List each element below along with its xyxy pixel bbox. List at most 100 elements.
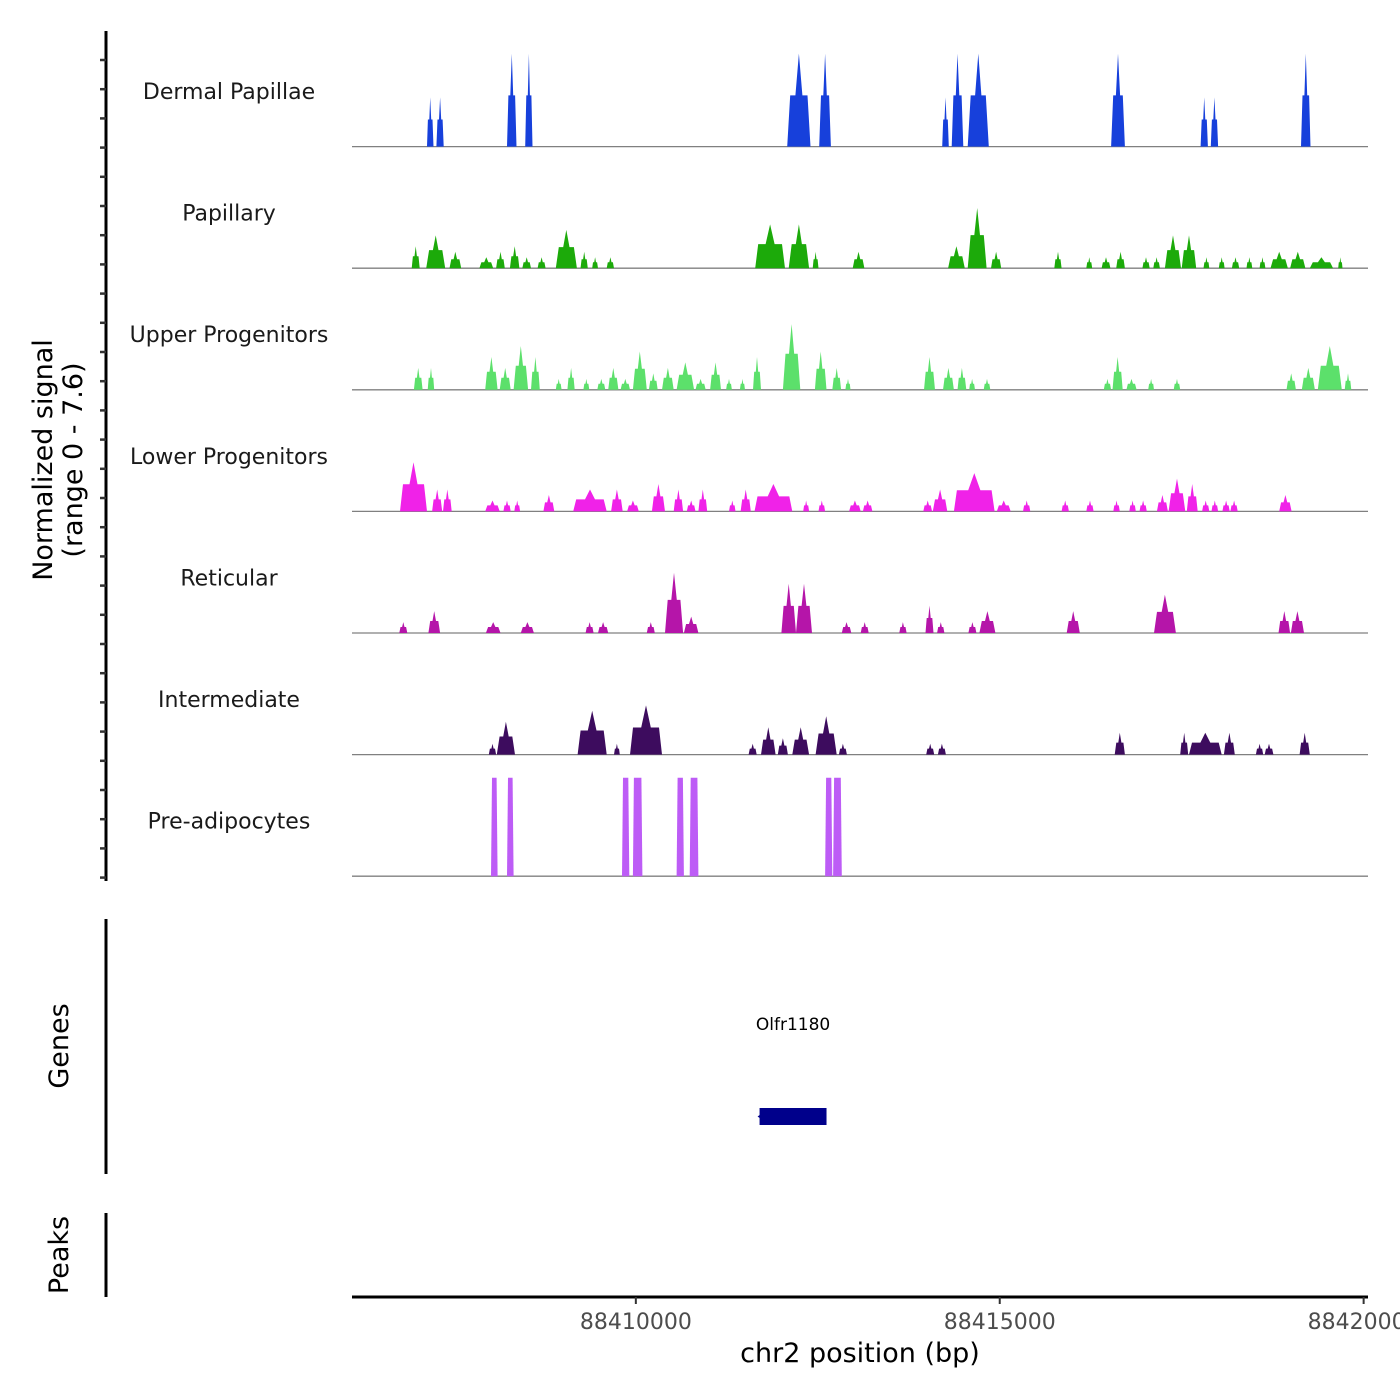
signal-peak <box>852 251 865 269</box>
peaks-panel-title: Peaks <box>44 1216 75 1294</box>
signal-peak <box>485 500 500 512</box>
signal-peak <box>1126 378 1137 390</box>
y-axis-title-line-1: Normalized signal <box>28 339 59 581</box>
signal-peak <box>1210 97 1219 147</box>
signal-peak <box>1189 732 1222 755</box>
signal-peak <box>428 611 441 633</box>
signal-peak <box>1066 611 1080 633</box>
track-label: Reticular <box>180 566 278 591</box>
gene-label: Olfr1180 <box>756 1015 830 1035</box>
signal-peak <box>1142 257 1150 269</box>
signal-peak <box>676 362 695 390</box>
signal-peak <box>983 378 991 390</box>
signal-peak <box>1218 257 1225 269</box>
signal-peak <box>695 378 706 390</box>
signal-peak <box>583 378 590 390</box>
signal-peak <box>632 777 643 877</box>
signal-peak <box>507 777 514 877</box>
signal-peak <box>841 622 852 633</box>
signal-peak <box>1116 251 1125 269</box>
signal-peak <box>1114 732 1125 755</box>
genes-panel-title: Genes <box>44 1003 75 1088</box>
genes-track: Olfr1180 <box>756 1015 830 1125</box>
signal-peak <box>761 727 776 755</box>
signal-peak <box>436 97 444 147</box>
signal-peak <box>426 235 446 269</box>
signal-peak <box>815 716 837 755</box>
signal-peak <box>1186 484 1198 512</box>
track-dermal-papillae: Dermal Papillae <box>143 53 1368 148</box>
coverage-axis-ticks <box>100 58 106 879</box>
signal-peak <box>651 484 665 512</box>
signal-peak <box>592 257 598 269</box>
signal-peak <box>1231 257 1240 269</box>
signal-peak <box>1168 478 1186 512</box>
signal-peak <box>1202 500 1210 512</box>
signal-peak <box>1301 367 1315 390</box>
signal-peak <box>937 743 946 755</box>
signal-peak <box>787 53 811 147</box>
signal-peak <box>683 616 699 633</box>
signal-peak <box>513 346 529 390</box>
signal-peak <box>925 605 934 633</box>
track-intermediate: Intermediate <box>158 688 1368 756</box>
signal-peak <box>614 743 620 755</box>
signal-peak <box>411 246 420 269</box>
signal-peak <box>686 500 696 512</box>
signal-peak <box>1279 495 1292 512</box>
signal-peak <box>598 622 609 633</box>
signal-peak <box>1113 500 1120 512</box>
signal-peak <box>969 378 975 390</box>
signal-peak <box>488 743 497 755</box>
signal-peak <box>755 224 785 269</box>
signal-peak <box>1061 500 1069 512</box>
signal-peak <box>1301 53 1311 147</box>
signal-peak <box>555 229 577 269</box>
signal-peak <box>485 622 501 633</box>
signal-peak <box>953 473 995 512</box>
signal-peak <box>577 710 607 755</box>
signal-peak <box>1211 500 1219 512</box>
track-label: Dermal Papillae <box>143 80 315 105</box>
track-label: Upper Progenitors <box>130 323 329 348</box>
signal-peak <box>509 246 520 269</box>
signal-peak <box>1290 251 1306 269</box>
signal-peak <box>726 378 732 390</box>
signal-peak <box>979 611 996 633</box>
signal-peak <box>1286 373 1296 390</box>
signal-peak <box>924 357 935 390</box>
signal-peak <box>622 777 630 877</box>
signal-peak <box>942 97 949 147</box>
signal-peak <box>537 257 546 269</box>
signal-peak <box>632 351 647 390</box>
signal-peak <box>1278 611 1291 633</box>
signal-peak <box>1264 743 1274 755</box>
signal-peak <box>951 53 964 147</box>
signal-peak <box>1203 257 1210 269</box>
signal-peak <box>1200 97 1208 147</box>
signal-peak <box>739 378 745 390</box>
signal-peak <box>926 743 935 755</box>
signal-peak <box>1103 378 1112 390</box>
signal-peak <box>825 777 833 877</box>
signal-peak <box>1338 257 1343 269</box>
coverage-tracks: Dermal Papillae Papillary Upper Progenitor… <box>130 53 1368 877</box>
signal-peak <box>522 257 531 269</box>
signal-peak <box>1054 251 1062 269</box>
signal-peak <box>573 489 607 512</box>
signal-peak <box>491 777 498 877</box>
signal-peak <box>991 251 1002 269</box>
signal-peak <box>1156 495 1168 512</box>
signal-peak <box>1246 257 1253 269</box>
signal-peak <box>796 583 812 633</box>
signal-peak <box>449 251 462 269</box>
signal-peak <box>427 367 435 390</box>
signal-peak <box>753 357 761 390</box>
signal-peak <box>943 367 954 390</box>
track-label: Intermediate <box>158 688 300 713</box>
signal-peak <box>496 251 505 269</box>
x-tick-label: 88410000 <box>580 1310 692 1335</box>
signal-peak <box>1230 500 1238 512</box>
signal-peak <box>710 362 721 390</box>
signal-peak <box>620 378 630 390</box>
